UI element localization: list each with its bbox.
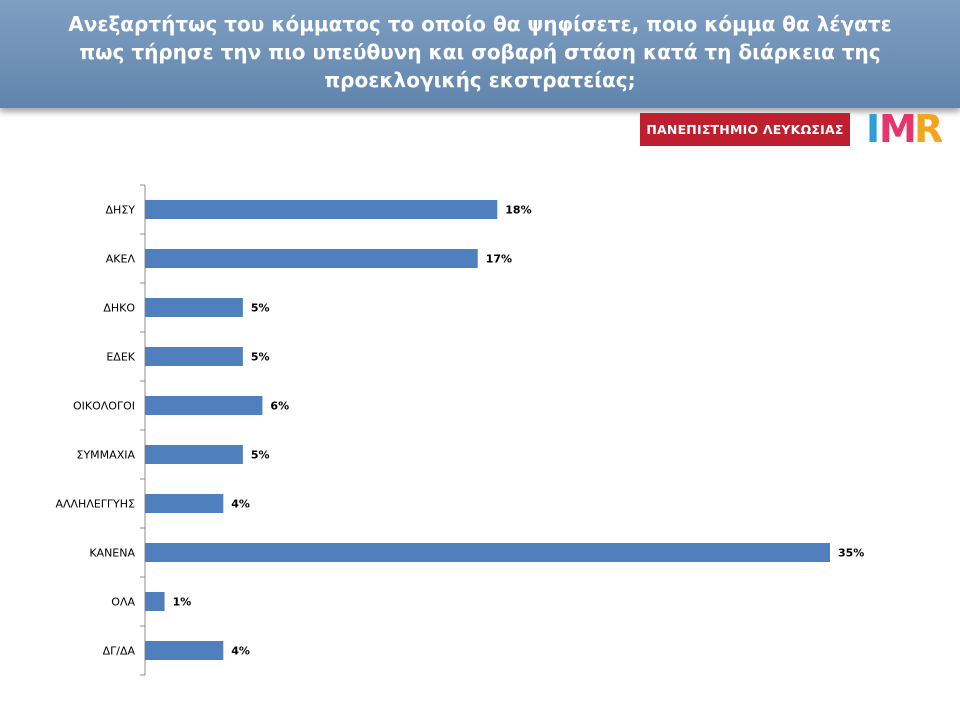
bar xyxy=(145,641,224,660)
bar xyxy=(145,396,263,415)
data-label: 1% xyxy=(173,596,192,609)
category-label: ΟΙΚΟΛΟΓΟΙ xyxy=(73,400,135,413)
data-label: 5% xyxy=(251,351,270,364)
data-label: 4% xyxy=(231,498,250,511)
bar xyxy=(145,200,498,219)
category-label: ΔΓ/ΔΑ xyxy=(103,645,136,658)
data-label: 6% xyxy=(270,400,289,413)
bar xyxy=(145,494,224,513)
category-label: ΑΚΕΛ xyxy=(106,253,136,266)
bar xyxy=(145,347,243,366)
category-label: ΔΗΣΥ xyxy=(106,204,136,217)
data-label: 5% xyxy=(251,302,270,315)
data-label: 17% xyxy=(486,253,512,266)
category-label: ΟΛΑ xyxy=(111,596,135,609)
bar xyxy=(145,592,165,611)
header-banner: Ανεξαρτήτως του κόμματος το οποίο θα ψηφ… xyxy=(0,0,960,108)
imr-letter-i: I xyxy=(866,108,880,148)
category-label: ΑΛΛΗΛΕΓΓΥΗΣ xyxy=(55,498,135,511)
data-label: 5% xyxy=(251,449,270,462)
imr-letter-m: M xyxy=(879,108,917,148)
university-logo: ΠΑΝΕΠΙΣΤΗΜΙΟ ΛΕΥΚΩΣΙΑΣ xyxy=(640,113,850,146)
bar xyxy=(145,445,243,464)
page-title: Ανεξαρτήτως του κόμματος το οποίο θα ψηφ… xyxy=(68,12,892,92)
bar xyxy=(145,543,830,562)
data-label: 35% xyxy=(838,547,864,560)
category-label: ΚΑΝΕΝΑ xyxy=(89,547,135,560)
data-label: 18% xyxy=(505,204,531,217)
category-label: ΔΗΚΟ xyxy=(103,302,135,315)
bar xyxy=(145,249,478,268)
imr-logo: I M R xyxy=(866,108,942,148)
data-label: 4% xyxy=(231,645,250,658)
category-label: ΕΔΕΚ xyxy=(106,351,135,364)
bar xyxy=(145,298,243,317)
category-label: ΣΥΜΜΑΧΙΑ xyxy=(77,449,136,462)
imr-letter-r: R xyxy=(914,108,942,148)
